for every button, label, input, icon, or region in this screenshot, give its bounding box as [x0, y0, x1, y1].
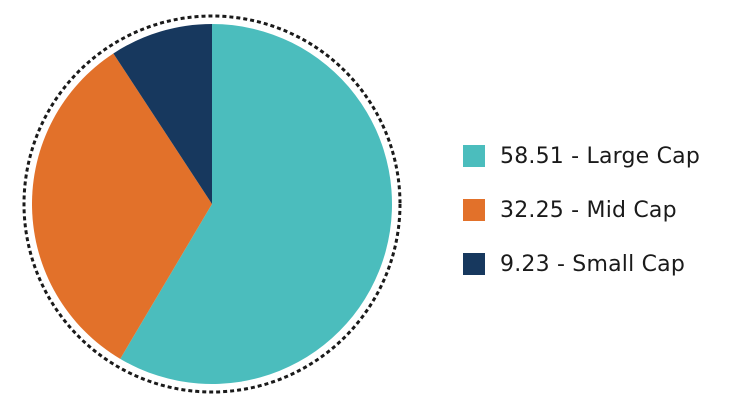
pie-slice-small-cap	[113, 24, 212, 204]
pie-dashed-border	[22, 14, 402, 394]
pie-slice-mid-cap	[32, 53, 212, 359]
legend-item-large-cap: 58.51 - Large Cap	[463, 129, 743, 183]
legend-item-small-cap: 9.23 - Small Cap	[463, 237, 743, 291]
legend-label-small-cap: 9.23 - Small Cap	[500, 251, 686, 277]
legend-swatch-large-cap	[463, 145, 485, 167]
legend-label-large-cap: 58.51 - Large Cap	[500, 143, 701, 169]
pie-slice-large-cap	[120, 24, 393, 384]
legend-swatch-small-cap	[463, 253, 485, 275]
legend-swatch-mid-cap	[463, 199, 485, 221]
pie-plot	[22, 14, 402, 394]
legend-item-mid-cap: 32.25 - Mid Cap	[463, 183, 743, 237]
legend-label-mid-cap: 32.25 - Mid Cap	[500, 197, 677, 223]
legend: 58.51 - Large Cap 32.25 - Mid Cap 9.23 -…	[463, 129, 743, 291]
pie-slices	[32, 24, 393, 384]
